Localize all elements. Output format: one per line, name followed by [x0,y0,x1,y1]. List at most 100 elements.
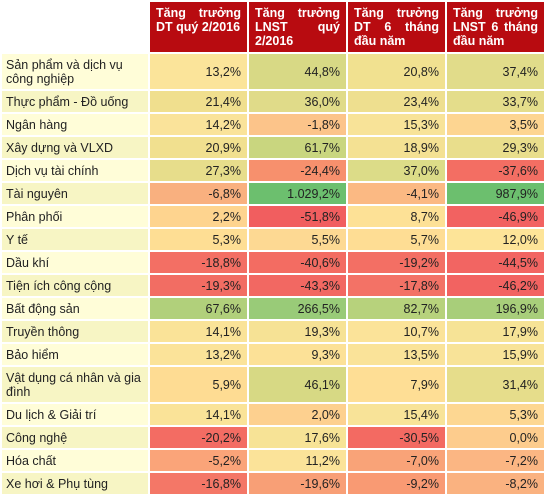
table-row: Công nghệ -20,2% 17,6% -30,5% 0,0% [2,427,544,448]
q2-revenue-growth-cell: -20,2% [150,427,247,448]
6m-profit-growth-cell: -7,2% [447,450,544,471]
table-body: Sản phẩm và dịch vụ công nghiệp 13,2% 44,8… [2,54,544,494]
6m-revenue-growth-cell: 37,0% [348,160,445,181]
6m-profit-growth-cell: 15,9% [447,344,544,365]
q2-revenue-growth-cell: 27,3% [150,160,247,181]
sector-name: Dầu khí [2,252,148,273]
6m-revenue-growth-cell: 10,7% [348,321,445,342]
q2-profit-growth-cell: -1,8% [249,114,346,135]
table-row: Dầu khí -18,8% -40,6% -19,2% -44,5% [2,252,544,273]
table-row: Truyền thông 14,1% 19,3% 10,7% 17,9% [2,321,544,342]
6m-profit-growth-cell: 33,7% [447,91,544,112]
table-row: Xây dựng và VLXD 20,9% 61,7% 18,9% 29,3% [2,137,544,158]
sector-name: Du lịch & Giải trí [2,404,148,425]
header-q2-revenue-growth: Tăng trưởng DT quý 2/2016 [150,2,247,52]
q2-revenue-growth-cell: 2,2% [150,206,247,227]
table-row: Bất động sản 67,6% 266,5% 82,7% 196,9% [2,298,544,319]
sector-name: Tài nguyên [2,183,148,204]
6m-profit-growth-cell: 31,4% [447,367,544,402]
header-blank [2,2,148,52]
6m-profit-growth-cell: 196,9% [447,298,544,319]
table-row: Sản phẩm và dịch vụ công nghiệp 13,2% 44,8… [2,54,544,89]
sector-name: Y tế [2,229,148,250]
table-row: Y tế 5,3% 5,5% 5,7% 12,0% [2,229,544,250]
q2-profit-growth-cell: 9,3% [249,344,346,365]
6m-profit-growth-cell: 3,5% [447,114,544,135]
header-row: Tăng trưởng DT quý 2/2016 Tăng trưởng LN… [2,2,544,52]
header-6m-revenue-growth: Tăng trưởng DT 6 tháng đầu năm [348,2,445,52]
6m-profit-growth-cell: 12,0% [447,229,544,250]
6m-profit-growth-cell: 0,0% [447,427,544,448]
sector-name: Truyền thông [2,321,148,342]
q2-profit-growth-cell: -43,3% [249,275,346,296]
q2-profit-growth-cell: 44,8% [249,54,346,89]
q2-revenue-growth-cell: 14,1% [150,404,247,425]
q2-revenue-growth-cell: 14,2% [150,114,247,135]
6m-revenue-growth-cell: 15,4% [348,404,445,425]
6m-revenue-growth-cell: 13,5% [348,344,445,365]
q2-profit-growth-cell: 17,6% [249,427,346,448]
header-6m-profit-growth: Tăng trưởng LNST 6 tháng đầu năm [447,2,544,52]
table-row: Tiện ích công cộng -19,3% -43,3% -17,8% -46,… [2,275,544,296]
q2-profit-growth-cell: 11,2% [249,450,346,471]
sector-name: Phân phối [2,206,148,227]
sector-name: Vật dụng cá nhân và gia đình [2,367,148,402]
6m-revenue-growth-cell: 20,8% [348,54,445,89]
6m-profit-growth-cell: -46,2% [447,275,544,296]
sector-name: Sản phẩm và dịch vụ công nghiệp [2,54,148,89]
6m-profit-growth-cell: -37,6% [447,160,544,181]
6m-revenue-growth-cell: 5,7% [348,229,445,250]
q2-revenue-growth-cell: 13,2% [150,54,247,89]
table-row: Ngân hàng 14,2% -1,8% 15,3% 3,5% [2,114,544,135]
table-row: Phân phối 2,2% -51,8% 8,7% -46,9% [2,206,544,227]
q2-profit-growth-cell: 36,0% [249,91,346,112]
6m-revenue-growth-cell: -17,8% [348,275,445,296]
sector-name: Tiện ích công cộng [2,275,148,296]
6m-revenue-growth-cell: 8,7% [348,206,445,227]
6m-revenue-growth-cell: -30,5% [348,427,445,448]
q2-profit-growth-cell: 1.029,2% [249,183,346,204]
table-row: Xe hơi & Phụ tùng -16,8% -19,6% -9,2% -8,2% [2,473,544,494]
6m-revenue-growth-cell: -7,0% [348,450,445,471]
6m-profit-growth-cell: 5,3% [447,404,544,425]
6m-profit-growth-cell: 29,3% [447,137,544,158]
table-row: Du lịch & Giải trí 14,1% 2,0% 15,4% 5,3% [2,404,544,425]
q2-revenue-growth-cell: -6,8% [150,183,247,204]
q2-revenue-growth-cell: -5,2% [150,450,247,471]
table-row: Dịch vụ tài chính 27,3% -24,4% 37,0% -37,6% [2,160,544,181]
table-row: Bảo hiểm 13,2% 9,3% 13,5% 15,9% [2,344,544,365]
6m-profit-growth-cell: -44,5% [447,252,544,273]
sector-name: Dịch vụ tài chính [2,160,148,181]
6m-profit-growth-cell: 17,9% [447,321,544,342]
6m-revenue-growth-cell: -9,2% [348,473,445,494]
6m-revenue-growth-cell: -4,1% [348,183,445,204]
q2-revenue-growth-cell: -18,8% [150,252,247,273]
6m-profit-growth-cell: 37,4% [447,54,544,89]
6m-profit-growth-cell: -46,9% [447,206,544,227]
q2-profit-growth-cell: 266,5% [249,298,346,319]
6m-revenue-growth-cell: 82,7% [348,298,445,319]
q2-profit-growth-cell: 5,5% [249,229,346,250]
sector-name: Ngân hàng [2,114,148,135]
q2-profit-growth-cell: 19,3% [249,321,346,342]
q2-profit-growth-cell: -40,6% [249,252,346,273]
q2-revenue-growth-cell: -19,3% [150,275,247,296]
q2-revenue-growth-cell: 67,6% [150,298,247,319]
sector-name: Thực phẩm - Đồ uống [2,91,148,112]
6m-revenue-growth-cell: 7,9% [348,367,445,402]
header-q2-profit-growth: Tăng trưởng LNST quý 2/2016 [249,2,346,52]
6m-revenue-growth-cell: 23,4% [348,91,445,112]
q2-revenue-growth-cell: -16,8% [150,473,247,494]
q2-profit-growth-cell: 46,1% [249,367,346,402]
sector-name: Hóa chất [2,450,148,471]
sector-name: Bảo hiểm [2,344,148,365]
6m-profit-growth-cell: 987,9% [447,183,544,204]
q2-revenue-growth-cell: 13,2% [150,344,247,365]
q2-revenue-growth-cell: 20,9% [150,137,247,158]
sector-name: Xe hơi & Phụ tùng [2,473,148,494]
q2-revenue-growth-cell: 14,1% [150,321,247,342]
table-row: Thực phẩm - Đồ uống 21,4% 36,0% 23,4% 33,7% [2,91,544,112]
q2-profit-growth-cell: 2,0% [249,404,346,425]
q2-profit-growth-cell: -19,6% [249,473,346,494]
